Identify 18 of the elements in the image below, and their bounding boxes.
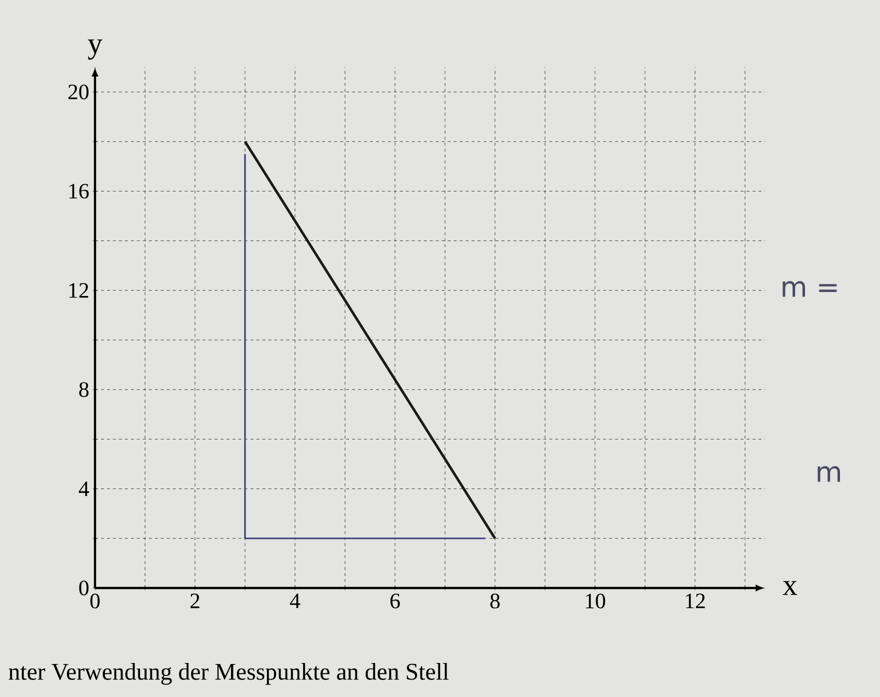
y-tick-label: 0 (79, 580, 89, 596)
text: m = (782, 281, 837, 297)
text: nter Verwendung der Messpunkte an den Stell (8, 663, 449, 685)
y-tick-label: 20 (68, 84, 89, 100)
x-tick-label: 6 (390, 594, 400, 608)
y-tick-label: 4 (78, 482, 90, 496)
x-tick-label: 10 (586, 594, 606, 608)
x-tick-label: 0 (90, 594, 100, 608)
text: m (818, 466, 840, 482)
y-tick-label: 8 (79, 382, 89, 397)
y-axis-title: y (88, 39, 102, 60)
x-axis-title: x (782, 581, 798, 595)
y-tick-label: 16 (69, 184, 89, 199)
x-tick-label: 8 (490, 594, 500, 608)
x-tick-label: 2 (190, 594, 200, 608)
x-tick-label: 4 (290, 594, 300, 608)
x-tick-label: 12 (686, 594, 705, 608)
y-tick-label: 12 (69, 283, 88, 298)
